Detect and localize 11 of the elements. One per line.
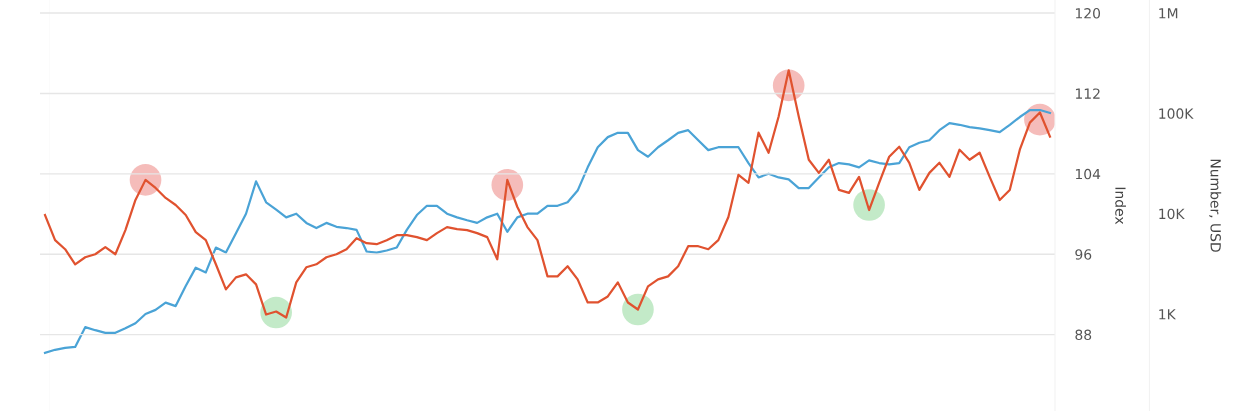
y2-tick-label: 1M (1159, 8, 1178, 19)
y-tick-label: 120 (1075, 8, 1101, 19)
y-tick-label: 104 (1075, 168, 1101, 180)
y-axis-title: Index (1115, 187, 1126, 225)
y2-tick-label: 10K (1159, 208, 1185, 220)
y2-tick-label: 1K (1159, 309, 1177, 320)
y-tick-label: 112 (1075, 88, 1100, 99)
y2-axis-title: Number, USD (1209, 159, 1222, 252)
y-tick-label: 88 (1075, 329, 1092, 341)
y2-tick-label: 100K (1159, 108, 1194, 119)
y-tick-label: 96 (1075, 249, 1092, 260)
